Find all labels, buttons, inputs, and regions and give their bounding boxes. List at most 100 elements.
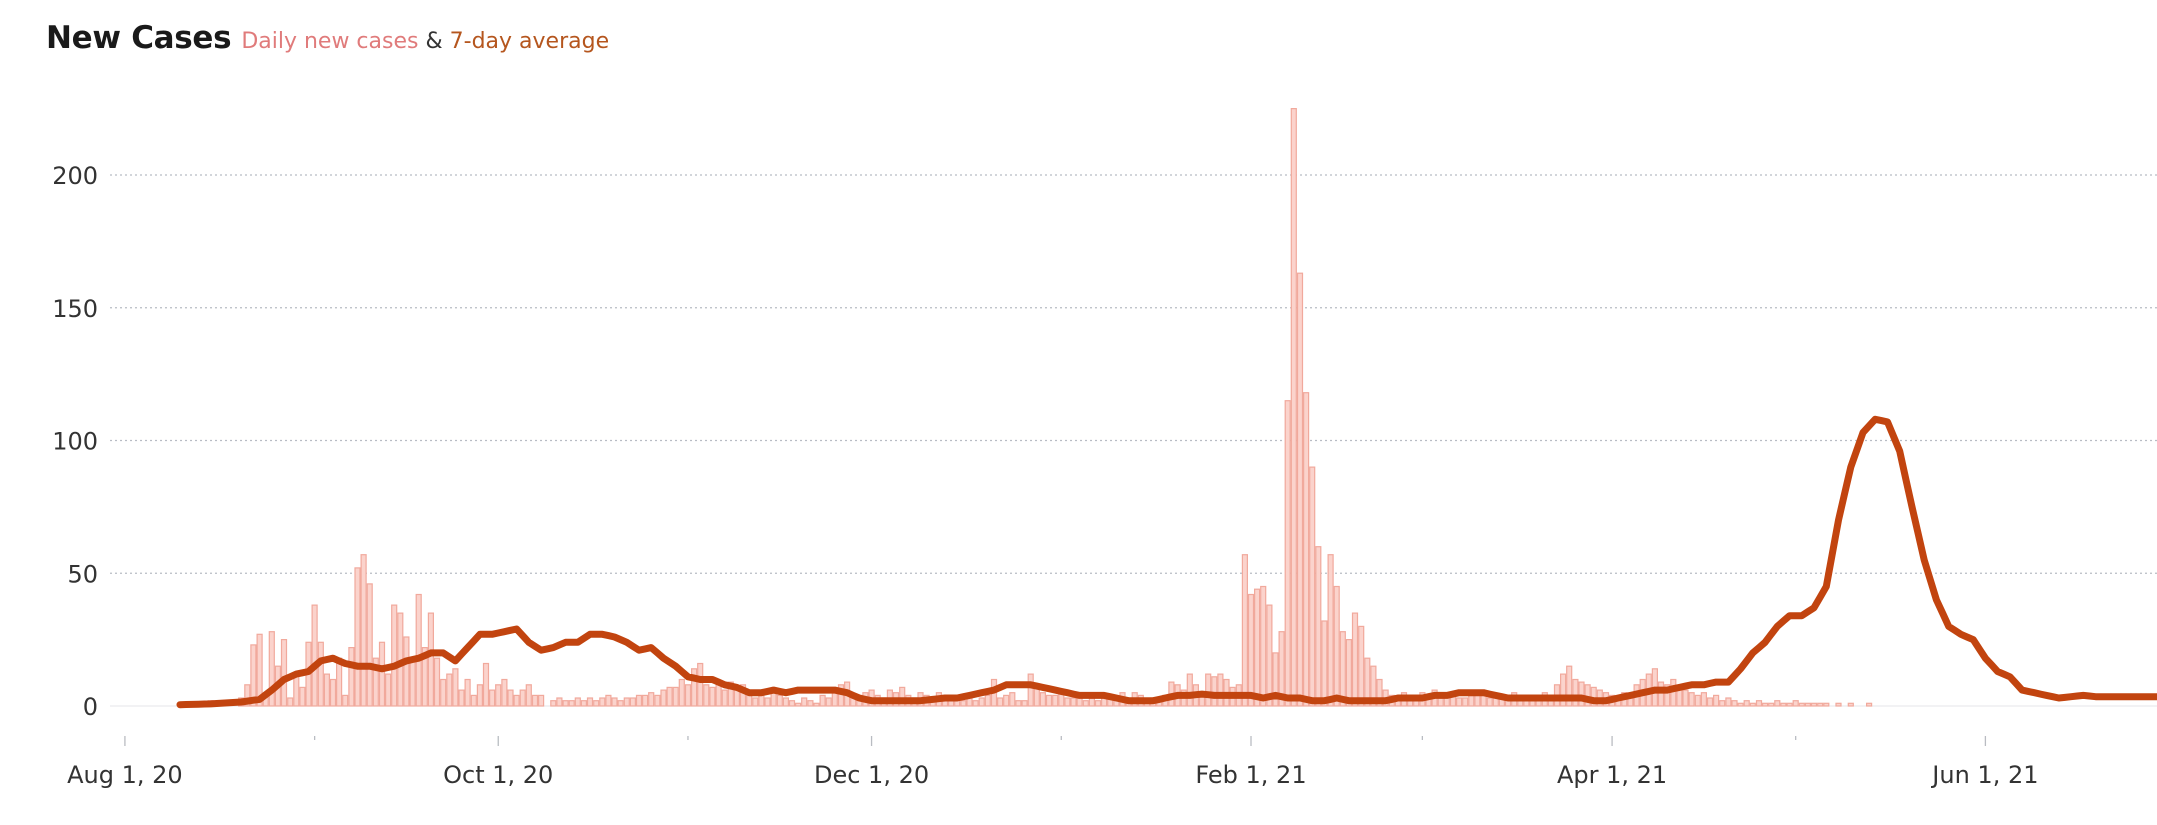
daily-bar (1719, 700, 1726, 707)
daily-bar (1468, 694, 1475, 707)
daily-bar (421, 646, 428, 707)
daily-bar (568, 700, 575, 707)
daily-bar (1682, 689, 1689, 707)
daily-bar (372, 657, 379, 707)
daily-bar (1272, 652, 1279, 707)
daily-bar (1755, 700, 1763, 707)
daily-bar (329, 678, 337, 707)
daily-bar (1865, 702, 1873, 707)
y-tick-label: 50 (67, 560, 98, 588)
x-tick-label: Oct 1, 20 (443, 761, 553, 789)
daily-bar (1315, 546, 1322, 707)
daily-bar (452, 668, 459, 707)
daily-bar (250, 644, 257, 707)
daily-bar (672, 686, 679, 707)
legend-7-day-average: 7-day average (449, 29, 610, 54)
seven-day-average-line (176, 415, 2157, 709)
daily-bar (470, 694, 477, 707)
daily-bar (654, 694, 661, 707)
daily-bar (1774, 700, 1781, 707)
daily-bar (562, 700, 569, 707)
daily-bar (280, 638, 288, 707)
daily-bar (1039, 692, 1047, 707)
daily-bar (1351, 612, 1359, 707)
x-tick-label: Dec 1, 20 (814, 761, 929, 789)
daily-bar (464, 678, 471, 707)
daily-bar (801, 697, 808, 707)
daily-bar (629, 697, 637, 707)
y-tick-label: 0 (83, 693, 98, 721)
daily-bar (819, 694, 826, 707)
daily-bar (1247, 593, 1255, 707)
daily-bar (764, 697, 771, 707)
x-tick-label: Feb 1, 21 (1195, 761, 1306, 789)
legend-daily-new-cases: Daily new cases (241, 29, 419, 54)
daily-bar (1211, 676, 1218, 707)
daily-bar (1186, 673, 1193, 707)
daily-bar (666, 686, 673, 707)
daily-bar (1266, 604, 1273, 707)
daily-bar (996, 697, 1004, 707)
daily-bar (1290, 107, 1297, 707)
daily-bar (715, 684, 722, 707)
daily-bar (1780, 702, 1787, 707)
daily-bar (660, 689, 667, 707)
daily-bar (299, 686, 306, 707)
daily-bar (1474, 694, 1481, 707)
chart-subtitle: Daily new cases & 7-day average (241, 29, 609, 54)
daily-bar (256, 633, 263, 707)
y-tick-label: 100 (52, 428, 98, 456)
daily-bar (1792, 700, 1799, 707)
daily-bar (782, 697, 790, 707)
daily-bar (1021, 700, 1028, 707)
daily-bar (1015, 700, 1022, 707)
daily-bar (617, 700, 624, 707)
daily-bar (623, 697, 630, 707)
daily-bar (415, 593, 422, 707)
daily-bar (739, 684, 747, 707)
daily-bar (366, 583, 373, 707)
daily-bar (1094, 700, 1102, 707)
daily-bar (1798, 702, 1805, 707)
daily-bar (378, 641, 386, 707)
daily-bar (1847, 702, 1854, 707)
x-tick-label: Jun 1, 21 (1930, 761, 2038, 789)
daily-bar (697, 662, 704, 707)
daily-bar (978, 697, 985, 707)
daily-bar (1761, 702, 1769, 707)
daily-bar (813, 702, 820, 707)
daily-bar (752, 697, 759, 707)
x-tick-label: Apr 1, 21 (1557, 761, 1667, 789)
daily-bar (727, 681, 734, 707)
daily-bar (1688, 692, 1695, 707)
daily-bar (758, 694, 765, 707)
daily-bar (391, 604, 398, 707)
daily-bar (354, 567, 361, 707)
daily-bar (458, 689, 465, 707)
daily-bar (525, 684, 532, 707)
daily-bar (1462, 697, 1469, 707)
daily-bar (1364, 657, 1371, 707)
x-axis: Aug 1, 20 Oct 1, 20 Dec 1, 20 Feb 1, 21 Apr … (67, 736, 2039, 789)
daily-bar (556, 697, 563, 707)
daily-bar (972, 700, 979, 707)
daily-bar (1070, 697, 1077, 707)
daily-bar (1027, 673, 1034, 707)
daily-bar (1731, 700, 1738, 707)
daily-bar (1737, 702, 1744, 707)
daily-bar (1241, 554, 1249, 707)
daily-bar (1657, 681, 1665, 707)
daily-bar (1670, 678, 1677, 707)
daily-bar (519, 689, 526, 707)
daily-bar (507, 689, 514, 707)
daily-bar (611, 697, 618, 707)
daily-bar (1333, 585, 1340, 707)
daily-bar (1572, 678, 1579, 707)
daily-bar (599, 697, 606, 707)
daily-bar (385, 673, 392, 707)
daily-bar (960, 700, 967, 707)
daily-bar (1064, 697, 1071, 707)
daily-bar (1296, 272, 1304, 707)
daily-bar (709, 686, 716, 707)
daily-bar (446, 673, 453, 707)
